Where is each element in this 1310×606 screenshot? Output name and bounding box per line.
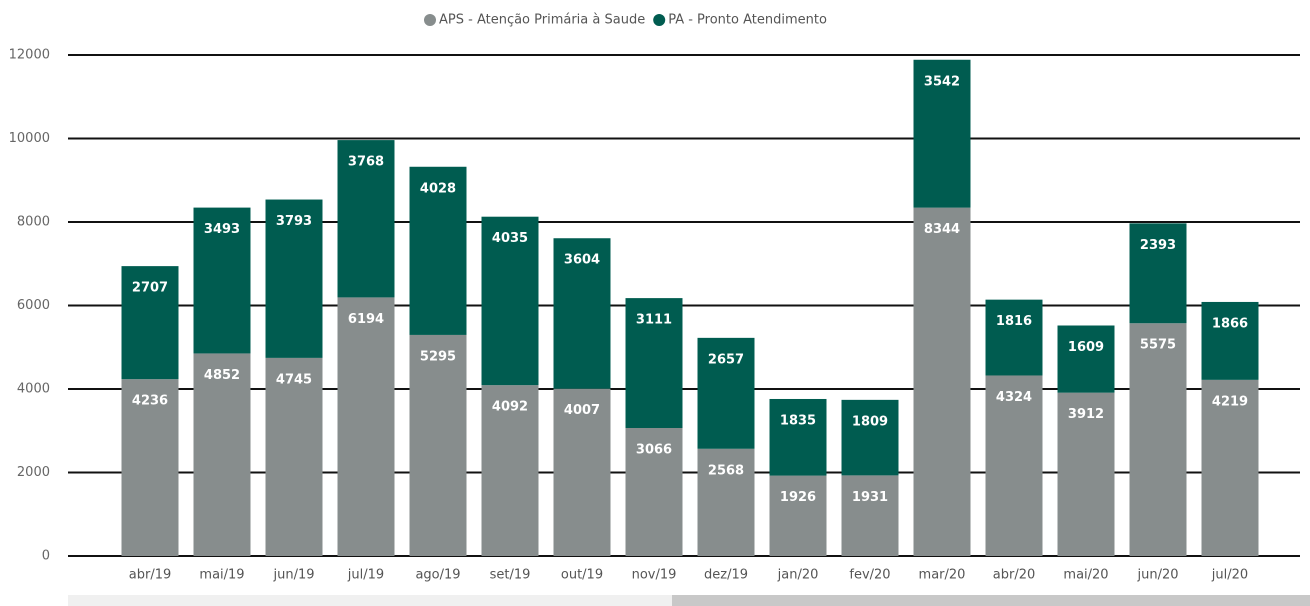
data-label: 4028 xyxy=(420,181,456,196)
data-label: 3542 xyxy=(924,74,960,89)
bar-segment xyxy=(121,266,179,380)
x-tick-label: mar/20 xyxy=(919,568,966,583)
data-label: 3493 xyxy=(204,222,240,237)
bar-segment xyxy=(337,140,395,298)
bar-segment xyxy=(1057,392,1115,556)
bar-segment xyxy=(1129,223,1187,324)
bar-segment xyxy=(841,475,899,556)
bar-segment xyxy=(481,385,539,556)
data-label: 1809 xyxy=(852,414,888,429)
x-tick-label: nov/19 xyxy=(632,568,677,583)
bar-segment xyxy=(913,207,971,556)
data-label: 4745 xyxy=(276,372,312,387)
data-label: 8344 xyxy=(924,222,960,237)
bar-segment xyxy=(913,59,971,208)
x-tick-label: set/19 xyxy=(490,568,531,583)
bar-segment xyxy=(121,379,179,556)
bar-segment xyxy=(697,448,755,556)
bar-segment xyxy=(769,475,827,556)
x-tick-label: ago/19 xyxy=(415,568,460,583)
data-label: 2393 xyxy=(1140,238,1176,253)
y-tick-label: 2000 xyxy=(17,465,50,480)
bar-segment xyxy=(481,216,539,386)
bar-segment xyxy=(337,297,395,556)
data-label: 4324 xyxy=(996,390,1032,405)
data-label: 1816 xyxy=(996,314,1032,329)
y-tick-label: 6000 xyxy=(17,298,50,313)
bar-segment xyxy=(265,199,323,358)
bar-segment xyxy=(553,238,611,389)
data-label: 3793 xyxy=(276,214,312,229)
bar-segment xyxy=(553,388,611,556)
data-label: 1609 xyxy=(1068,340,1104,355)
data-label: 1835 xyxy=(780,413,816,428)
data-label: 3768 xyxy=(348,155,384,170)
bar-segment xyxy=(409,166,467,335)
data-label: 3111 xyxy=(636,313,672,328)
legend-swatch xyxy=(424,14,436,26)
data-label: 6194 xyxy=(348,312,384,327)
data-label: 4236 xyxy=(132,394,168,409)
x-tick-label: jun/19 xyxy=(272,568,314,583)
bar-segment xyxy=(193,353,251,556)
y-tick-label: 12000 xyxy=(9,48,50,63)
data-label: 5295 xyxy=(420,349,456,364)
x-tick-label: abr/19 xyxy=(129,568,172,583)
data-label: 1931 xyxy=(852,490,888,505)
x-tick-label: abr/20 xyxy=(993,568,1036,583)
data-label: 4035 xyxy=(492,231,528,246)
data-label: 2568 xyxy=(708,463,744,478)
x-tick-label: jul/19 xyxy=(347,568,384,583)
bar-segment xyxy=(985,375,1043,556)
x-tick-label: jan/20 xyxy=(777,568,819,583)
y-tick-label: 4000 xyxy=(17,382,50,397)
y-tick-label: 8000 xyxy=(17,215,50,230)
data-label: 1926 xyxy=(780,490,816,505)
bar-segment xyxy=(1201,379,1259,556)
bar-segment xyxy=(409,334,467,556)
x-tick-label: jul/20 xyxy=(1211,568,1248,583)
x-tick-label: out/19 xyxy=(561,568,603,583)
x-tick-label: jun/20 xyxy=(1136,568,1178,583)
y-tick-label: 0 xyxy=(42,549,50,564)
bar-segment xyxy=(265,357,323,556)
data-label: 1866 xyxy=(1212,316,1248,331)
data-label: 4219 xyxy=(1212,394,1248,409)
data-label: 3604 xyxy=(564,253,600,268)
data-label: 2707 xyxy=(132,281,168,296)
bar-segment xyxy=(625,427,683,556)
bar-segment xyxy=(1129,323,1187,556)
data-label: 5575 xyxy=(1140,338,1176,353)
data-label: 4852 xyxy=(204,368,240,383)
scrollbar-thumb[interactable] xyxy=(672,595,1310,606)
data-label: 3912 xyxy=(1068,407,1104,422)
x-tick-label: dez/19 xyxy=(704,568,748,583)
legend-label: APS - Atenção Primária à Saude xyxy=(439,13,645,28)
x-tick-label: fev/20 xyxy=(849,568,890,583)
bar-segment xyxy=(1201,301,1259,380)
bar-segment xyxy=(985,299,1043,376)
legend-swatch xyxy=(653,14,666,26)
bar-segment xyxy=(625,298,683,428)
bar-segment xyxy=(841,399,899,476)
x-tick-label: mai/19 xyxy=(199,568,244,583)
x-tick-label: mai/20 xyxy=(1063,568,1108,583)
data-label: 4007 xyxy=(564,403,600,418)
bar-segment xyxy=(1057,325,1115,393)
bar-segment xyxy=(697,337,755,449)
y-tick-label: 10000 xyxy=(9,131,50,146)
bar-segment xyxy=(193,207,251,354)
legend-label: PA - Pronto Atendimento xyxy=(668,13,827,28)
data-label: 3066 xyxy=(636,442,672,457)
data-label: 2657 xyxy=(708,352,744,367)
bar-segment xyxy=(769,398,827,476)
data-label: 4092 xyxy=(492,400,528,415)
